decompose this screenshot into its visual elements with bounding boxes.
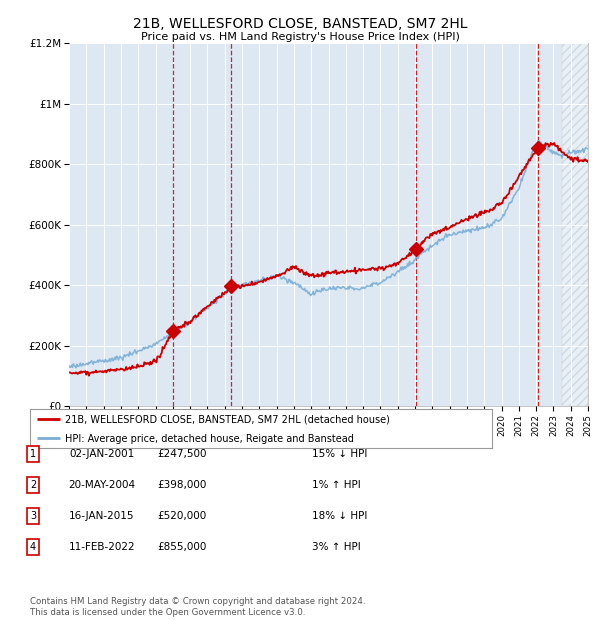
Text: £520,000: £520,000 xyxy=(158,511,207,521)
Text: 11-FEB-2022: 11-FEB-2022 xyxy=(68,542,136,552)
Text: Price paid vs. HM Land Registry's House Price Index (HPI): Price paid vs. HM Land Registry's House … xyxy=(140,32,460,42)
Text: 15% ↓ HPI: 15% ↓ HPI xyxy=(312,449,367,459)
Text: 2: 2 xyxy=(30,480,36,490)
Text: 1% ↑ HPI: 1% ↑ HPI xyxy=(312,480,361,490)
Text: 3% ↑ HPI: 3% ↑ HPI xyxy=(312,542,361,552)
Text: 21B, WELLESFORD CLOSE, BANSTEAD, SM7 2HL: 21B, WELLESFORD CLOSE, BANSTEAD, SM7 2HL xyxy=(133,17,467,32)
Text: 4: 4 xyxy=(30,542,36,552)
Text: £855,000: £855,000 xyxy=(158,542,207,552)
Text: 1: 1 xyxy=(30,449,36,459)
Text: HPI: Average price, detached house, Reigate and Banstead: HPI: Average price, detached house, Reig… xyxy=(65,434,353,444)
Bar xyxy=(562,43,588,406)
Text: 3: 3 xyxy=(30,511,36,521)
Text: Contains HM Land Registry data © Crown copyright and database right 2024.
This d: Contains HM Land Registry data © Crown c… xyxy=(30,598,365,617)
Text: 18% ↓ HPI: 18% ↓ HPI xyxy=(312,511,367,521)
Text: 16-JAN-2015: 16-JAN-2015 xyxy=(69,511,135,521)
Text: £247,500: £247,500 xyxy=(157,449,207,459)
Text: 02-JAN-2001: 02-JAN-2001 xyxy=(70,449,134,459)
Text: £398,000: £398,000 xyxy=(158,480,207,490)
Text: 20-MAY-2004: 20-MAY-2004 xyxy=(68,480,136,490)
Text: 21B, WELLESFORD CLOSE, BANSTEAD, SM7 2HL (detached house): 21B, WELLESFORD CLOSE, BANSTEAD, SM7 2HL… xyxy=(65,415,389,425)
